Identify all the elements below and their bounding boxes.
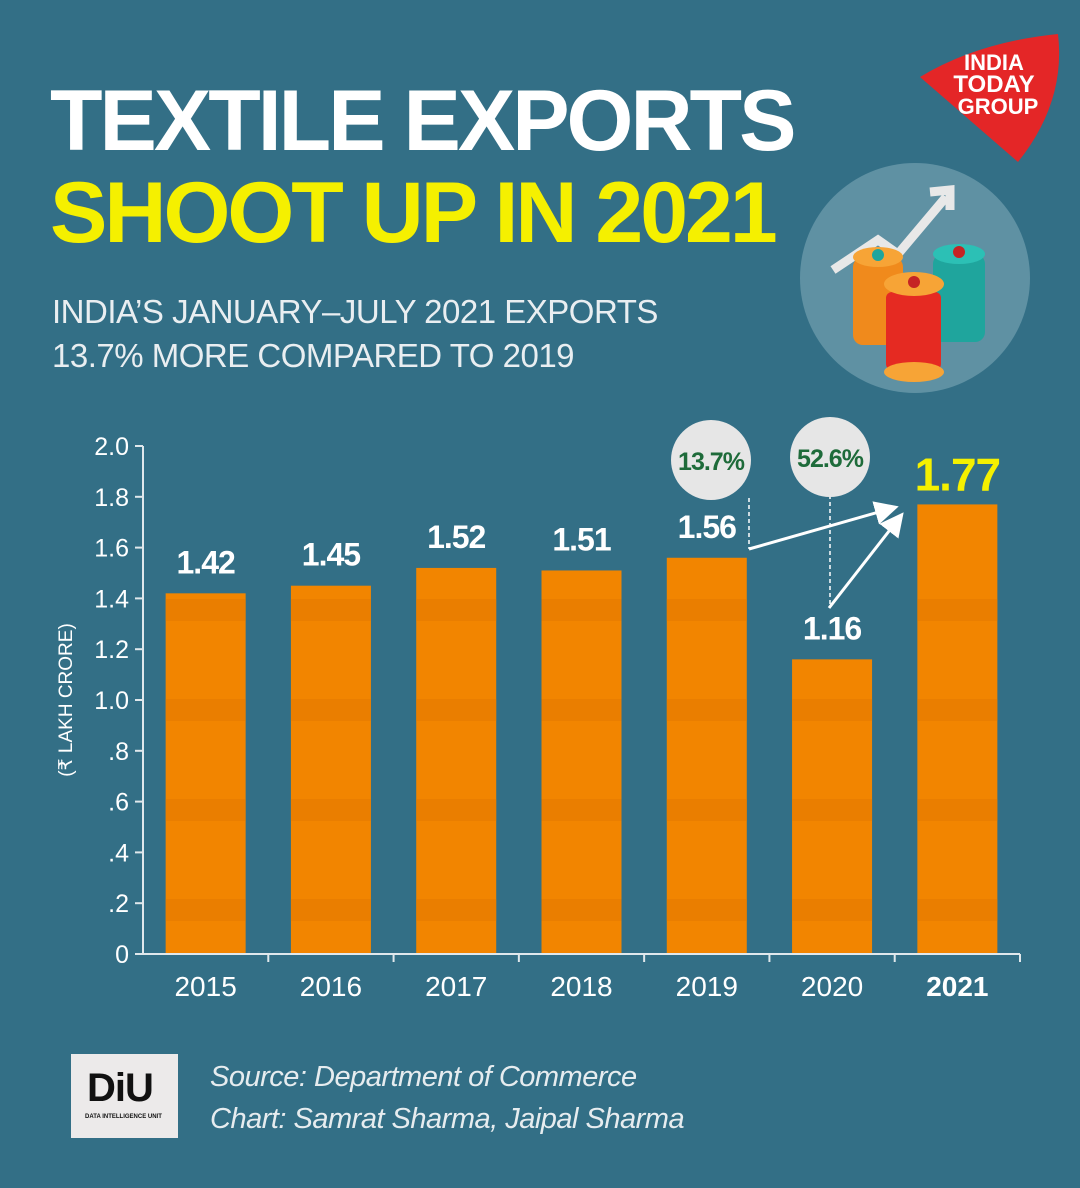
x-tick-label-2015: 2015 <box>174 971 236 1002</box>
bar-2017 <box>416 567 497 954</box>
bar-texture <box>541 799 622 821</box>
y-axis-label: (₹ LAKH CRORE) <box>56 623 77 777</box>
y-axis: 0 .2 .4 .6 .8 1.0 1.2 1.4 1.6 1.8 2.0 (₹ LAKH CRORE… <box>56 433 144 969</box>
title-line-2: SHOOT UP IN 2021 <box>50 165 778 261</box>
y-tick-label: .6 <box>108 789 129 817</box>
bar-texture <box>416 799 497 821</box>
thread-spools-rising-arrow-icon <box>800 163 1030 393</box>
y-tick-label: 1.8 <box>94 484 129 512</box>
growth-badge-label: 52.6% <box>797 445 864 473</box>
bar-texture <box>666 599 747 621</box>
bar-texture <box>917 699 998 721</box>
bar-texture <box>165 799 246 821</box>
bar-texture <box>666 899 747 921</box>
bar-2021 <box>917 504 998 954</box>
bar-texture <box>792 699 873 721</box>
bar-2018 <box>541 570 622 954</box>
x-axis: 2015 2016 2017 2018 2019 2020 2021 <box>143 953 1021 1002</box>
bar-texture <box>416 699 497 721</box>
footer: Source: Department of Commerce Chart: Sa… <box>210 1056 685 1140</box>
y-tick-label: .2 <box>108 890 129 918</box>
x-tick-label-2020: 2020 <box>801 971 863 1002</box>
y-tick-label: .4 <box>108 839 129 867</box>
diu-logo: DiU DATA INTELLIGENCE UNIT <box>71 1054 178 1138</box>
bar-2015 <box>165 593 246 954</box>
bar-texture <box>541 899 622 921</box>
data-label-2021: 1.77 <box>915 448 1001 500</box>
growth-badge-label: 13.7% <box>678 448 745 476</box>
growth-arrow-2020-2021 <box>827 512 904 609</box>
title-line-1: TEXTILE EXPORTS <box>50 73 796 169</box>
y-tick-label: 1.4 <box>94 585 129 613</box>
growth-arrow-2019-2021 <box>748 501 899 551</box>
credit-text: Chart: Samrat Sharma, Jaipal Sharma <box>210 1103 685 1135</box>
bar-texture <box>416 899 497 921</box>
subtitle-line-1: INDIA’S JANUARY–JULY 2021 EXPORTS <box>52 293 658 330</box>
subtitle-line-2: 13.7% MORE COMPARED TO 2019 <box>52 337 575 374</box>
y-tick-label: 0 <box>115 941 129 969</box>
data-label-2017: 1.52 <box>427 519 485 555</box>
x-tick-label-2018: 2018 <box>550 971 612 1002</box>
bars: 1.42 1.45 1.52 1.51 1.56 1.16 1.77 <box>165 448 1001 954</box>
x-tick-label-2019: 2019 <box>676 971 738 1002</box>
bar-chart: 0 .2 .4 .6 .8 1.0 1.2 1.4 1.6 1.8 2.0 (₹ LAKH CRORE… <box>56 417 1021 1002</box>
bar-texture <box>290 899 371 921</box>
svg-text:TODAY: TODAY <box>953 71 1034 98</box>
bar-texture <box>541 699 622 721</box>
x-tick-label-2016: 2016 <box>300 971 362 1002</box>
y-tick-label: 1.6 <box>94 535 129 563</box>
bar-texture <box>290 799 371 821</box>
data-label-2015: 1.42 <box>177 544 235 580</box>
x-tick-label-2017: 2017 <box>425 971 487 1002</box>
bar-texture <box>792 899 873 921</box>
bar-texture <box>917 599 998 621</box>
y-tick-label: .8 <box>108 738 129 766</box>
diu-logo-subtext: DATA INTELLIGENCE UNIT <box>85 1114 162 1120</box>
y-tick-label: 1.0 <box>94 687 129 715</box>
bar-texture <box>165 599 246 621</box>
x-tick-label-2021: 2021 <box>926 971 988 1002</box>
growth-badge <box>790 417 870 497</box>
bar-texture <box>165 699 246 721</box>
data-label-2019: 1.56 <box>678 509 736 545</box>
bar-texture <box>290 699 371 721</box>
bar-texture <box>416 599 497 621</box>
data-label-2018: 1.51 <box>552 521 610 557</box>
growth-badge <box>671 420 751 500</box>
data-label-2016: 1.45 <box>302 537 360 573</box>
source-text: Source: Department of Commerce <box>210 1061 637 1093</box>
svg-text:GROUP: GROUP <box>958 94 1039 119</box>
bar-texture <box>541 599 622 621</box>
bar-2016 <box>290 585 371 954</box>
diu-logo-text: DiU <box>87 1066 154 1110</box>
bar-texture <box>290 599 371 621</box>
bar-texture <box>666 699 747 721</box>
bar-texture <box>792 799 873 821</box>
svg-text:INDIA: INDIA <box>964 50 1024 75</box>
bar-texture <box>917 799 998 821</box>
subtitle: INDIA’S JANUARY–JULY 2021 EXPORTS 13.7% … <box>52 290 658 378</box>
annotations: 13.7% 52.6% <box>671 417 904 609</box>
data-label-2020: 1.16 <box>803 610 861 646</box>
bar-2019 <box>666 557 747 954</box>
bar-texture <box>165 899 246 921</box>
bar-texture <box>666 799 747 821</box>
y-tick-label: 1.2 <box>94 636 129 664</box>
bar-texture <box>917 899 998 921</box>
y-tick-label: 2.0 <box>94 433 129 461</box>
india-today-logo: INDIA TODAY GROUP <box>920 34 1060 162</box>
